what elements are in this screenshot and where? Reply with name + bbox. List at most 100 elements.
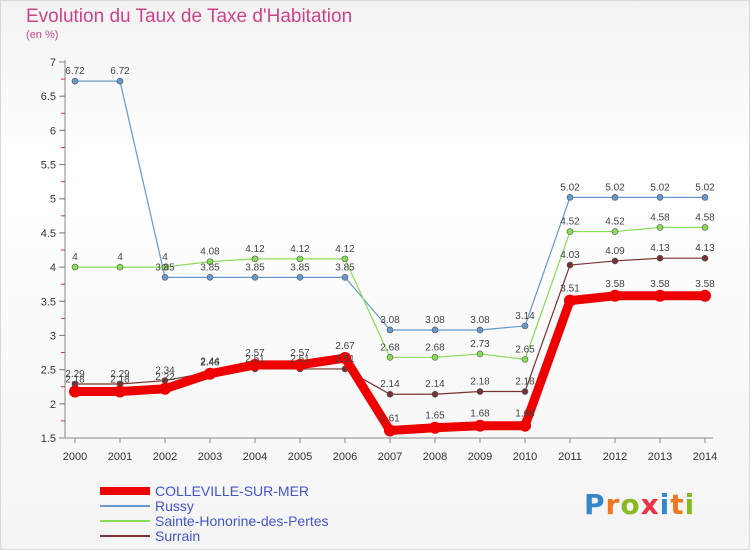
data-label: 5.02 xyxy=(650,182,670,193)
data-point xyxy=(611,194,619,201)
x-tick-label: 2008 xyxy=(423,451,447,463)
legend-label: Surrain xyxy=(155,528,200,544)
data-point xyxy=(116,77,124,85)
data-label: 2.68 xyxy=(425,342,445,353)
data-label: 2.22 xyxy=(155,372,175,383)
data-point xyxy=(206,258,214,265)
x-tick-label: 2003 xyxy=(198,451,222,463)
data-point xyxy=(701,194,709,201)
x-tick-label: 2011 xyxy=(558,451,582,463)
data-label: 2.29 xyxy=(110,369,130,380)
data-point xyxy=(656,254,664,262)
data-label: 3.85 xyxy=(290,262,310,273)
logo-letter: r xyxy=(605,488,621,521)
data-label: 3.08 xyxy=(380,315,400,326)
data-point xyxy=(566,228,574,235)
logo-letter: t xyxy=(670,488,685,521)
data-label: 6.72 xyxy=(65,66,85,77)
data-point xyxy=(251,255,259,263)
data-point xyxy=(431,354,439,361)
data-label: 2.51 xyxy=(335,354,355,365)
data-point xyxy=(386,390,394,398)
data-point xyxy=(609,289,621,302)
data-label: 2.65 xyxy=(515,344,535,355)
data-point xyxy=(339,352,351,365)
data-point xyxy=(71,263,79,271)
y-tick-label: 2.5 xyxy=(41,365,56,377)
data-point xyxy=(611,228,619,235)
data-label: 4.12 xyxy=(335,244,355,255)
x-tick-label: 2009 xyxy=(468,451,492,463)
data-point xyxy=(521,356,529,363)
legend-label: COLLEVILLE-SUR-MER xyxy=(155,483,309,499)
y-tick-label: 3.5 xyxy=(41,296,56,308)
y-tick-label: 5 xyxy=(50,194,56,206)
data-label: 2.14 xyxy=(380,379,400,390)
x-tick-label: 2013 xyxy=(648,451,672,463)
x-tick-label: 2007 xyxy=(378,451,402,463)
data-labels: 6.72 6.72 3.85 3.85 3.85 3.85 3.85 3.08 3.08 3.08… xyxy=(65,66,715,424)
data-point xyxy=(386,326,394,334)
y-tick-label: 5.5 xyxy=(41,160,56,172)
data-point xyxy=(294,358,306,371)
data-point xyxy=(656,194,664,201)
x-tick-label: 2012 xyxy=(603,451,627,463)
data-label: 2.18 xyxy=(470,377,490,388)
y-tick-label: 6.5 xyxy=(41,91,56,103)
y-tick-label: 4 xyxy=(50,262,56,274)
data-label: 4.58 xyxy=(695,212,715,223)
data-point xyxy=(701,254,709,262)
x-tick-label: 2001 xyxy=(108,451,132,463)
data-point xyxy=(161,274,169,281)
data-label: 2.57 xyxy=(290,348,310,359)
data-label: 4.13 xyxy=(650,243,670,254)
data-point xyxy=(474,419,486,432)
data-label: 4.03 xyxy=(560,250,580,261)
data-label: 3.08 xyxy=(470,315,490,326)
data-point xyxy=(699,289,711,302)
data-label: 3.58 xyxy=(650,279,670,290)
legend-label: Russy xyxy=(155,498,194,514)
y-tick-label: 6 xyxy=(50,125,56,137)
data-label: 4 xyxy=(72,252,78,263)
data-label: 5.02 xyxy=(695,182,715,193)
data-point xyxy=(519,419,531,432)
data-point xyxy=(206,274,214,281)
data-point xyxy=(204,367,216,380)
data-point xyxy=(566,194,574,201)
data-label: 3.58 xyxy=(695,279,715,290)
legend-label: Sainte-Honorine-des-Pertes xyxy=(155,513,329,529)
series-layer xyxy=(69,77,711,437)
data-label: 2.46 xyxy=(200,357,220,368)
data-label: 3.85 xyxy=(155,262,175,273)
data-label: 1.65 xyxy=(425,411,445,422)
x-tick-label: 2006 xyxy=(333,451,357,463)
data-label: 3.08 xyxy=(425,315,445,326)
data-point xyxy=(159,382,171,395)
data-point xyxy=(296,255,304,263)
proxiti-logo: Proxiti xyxy=(584,488,695,521)
data-label: 2.18 xyxy=(515,377,535,388)
data-label: 3.85 xyxy=(245,262,265,273)
logo-letter: i xyxy=(684,488,696,521)
data-label: 2.44 xyxy=(200,357,220,368)
y-tick-label: 3 xyxy=(50,330,56,342)
data-point xyxy=(521,322,529,330)
data-label: 3.51 xyxy=(560,284,580,295)
data-point xyxy=(386,354,394,361)
data-point xyxy=(654,289,666,302)
data-point xyxy=(251,274,259,281)
data-point xyxy=(476,350,484,358)
y-tick-label: 4.5 xyxy=(41,228,56,240)
data-point xyxy=(476,326,484,334)
data-point xyxy=(114,385,126,398)
data-point xyxy=(429,421,441,434)
data-label: 3.85 xyxy=(335,262,355,273)
data-label: 3.58 xyxy=(605,279,625,290)
data-label: 4.52 xyxy=(605,217,625,228)
data-point xyxy=(476,388,484,395)
data-point xyxy=(564,294,576,307)
axes: 1.5 2 2.5 3 3.5 4 4.5 5 5.5 6 6.5 7 2000 2001 2002 2003… xyxy=(41,57,718,463)
